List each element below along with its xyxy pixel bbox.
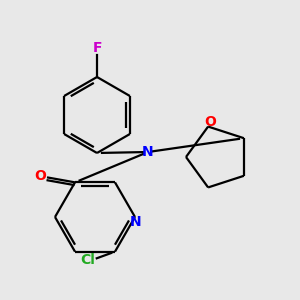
Text: O: O bbox=[34, 169, 46, 183]
Text: O: O bbox=[204, 115, 216, 129]
Text: N: N bbox=[130, 215, 142, 229]
Text: F: F bbox=[92, 41, 102, 55]
Text: Cl: Cl bbox=[81, 253, 95, 267]
Text: N: N bbox=[142, 145, 154, 159]
